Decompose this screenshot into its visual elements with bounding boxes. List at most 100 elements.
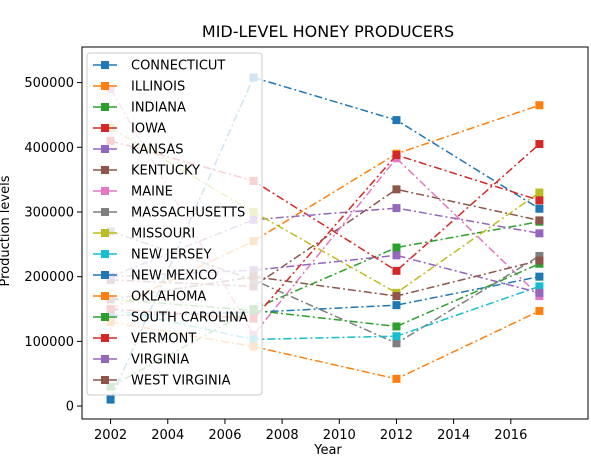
legend-item: KENTUCKY [93,164,200,179]
legend-label: VIRGINIA [131,353,189,368]
legend-marker [101,103,109,111]
data-point [535,229,544,238]
legend-label: KENTUCKY [131,164,200,179]
legend-label: MASSACHUSETTS [131,206,245,221]
data-point [392,301,401,310]
legend-label: NEW MEXICO [131,269,217,284]
legend-item: KANSAS [93,143,184,158]
data-point [392,374,401,383]
legend-item: OKLAHOMA [93,290,206,305]
data-point [392,339,401,348]
data-point [392,266,401,275]
legend-item: NEW MEXICO [93,269,217,284]
legend-marker [101,187,109,195]
data-point [392,243,401,252]
legend-label: MAINE [131,185,173,200]
legend-label: SOUTH CAROLINA [131,311,248,326]
legend-label: NEW JERSEY [131,248,211,263]
legend-marker [101,229,109,237]
legend-item: MASSACHUSETTS [93,206,245,221]
series-line-new-jersey [110,285,540,341]
legend-marker [101,334,109,342]
legend-marker [101,313,109,321]
series-line-maine [109,88,540,337]
legend-label: IOWA [131,122,166,137]
legend-label: VERMONT [131,332,196,347]
x-tick-label: 2012 [380,428,413,443]
y-tick-label: 400000 [24,141,74,156]
y-tick-label: 500000 [24,76,74,91]
data-point [392,151,401,160]
legend-marker [101,292,109,300]
data-point [392,332,401,341]
data-point [392,292,401,301]
legend-label: MISSOURI [131,227,195,242]
x-axis-title: Year [313,443,342,458]
legend-item: VERMONT [93,332,196,347]
plot-frame [81,46,589,420]
series-line-oklahoma [110,310,540,380]
data-point [535,216,544,225]
legend-item: IOWA [93,122,166,137]
data-point [535,306,544,315]
legend-item: WEST VIRGINIA [93,374,231,389]
chart-title: MID-LEVEL HONEY PRODUCERS [202,22,454,41]
data-point [535,256,544,265]
legend-label: WEST VIRGINIA [131,374,231,389]
x-tick-label: 2014 [437,428,470,443]
legend-marker [101,271,109,279]
legend-label: OKLAHOMA [131,290,206,305]
data-point [535,288,544,297]
legend: CONNECTICUT ILLINOIS INDIANA IOWA KANSAS KENT… [86,52,263,396]
data-point [106,395,115,404]
legend-item: MISSOURI [93,227,195,242]
data-point [535,251,544,260]
data-point [535,188,544,197]
legend-marker [101,124,109,132]
x-tick-label: 2010 [323,428,356,443]
legend-item: ILLINOIS [93,80,185,95]
legend-marker [101,166,109,174]
y-axis: 0 100000 200000 300000 400000 500000 [24,76,82,415]
x-tick-label: 2008 [266,428,299,443]
legend-marker [101,61,109,69]
data-point [392,185,401,194]
data-point [535,196,544,205]
legend-marker [101,208,109,216]
x-tick-label: 2002 [94,428,127,443]
legend-label: ILLINOIS [131,80,185,95]
legend-marker [101,376,109,384]
data-point [535,140,544,149]
legend-item: SOUTH CAROLINA [93,311,248,326]
x-tick-label: 2004 [151,428,184,443]
legend-marker [101,145,109,153]
data-point [392,204,401,213]
legend-label: CONNECTICUT [131,59,225,74]
legend-marker [101,250,109,258]
legend-box [86,52,263,396]
data-point [535,272,544,281]
legend-label: INDIANA [131,101,186,116]
y-tick-label: 0 [66,400,74,415]
y-tick-label: 100000 [24,335,74,350]
legend-item: VIRGINIA [93,353,189,368]
x-tick-label: 2016 [494,428,527,443]
legend-marker [101,82,109,90]
data-point [392,322,401,331]
legend-marker [101,355,109,363]
x-axis: 2002 2004 2006 2008 2010 2012 2014 2016 [94,419,527,443]
data-point [535,101,544,110]
series-line-iowa [110,140,540,272]
data-point [535,204,544,213]
legend-label: KANSAS [131,143,184,158]
legend-item: MAINE [93,185,173,200]
data-point [392,251,401,260]
y-tick-label: 300000 [24,205,74,220]
series-line-illinois [110,104,540,310]
data-point [535,282,544,291]
x-tick-label: 2006 [208,428,241,443]
legend-item: NEW JERSEY [93,248,211,263]
y-axis-title: Production levels [0,175,13,286]
data-point [392,116,401,125]
